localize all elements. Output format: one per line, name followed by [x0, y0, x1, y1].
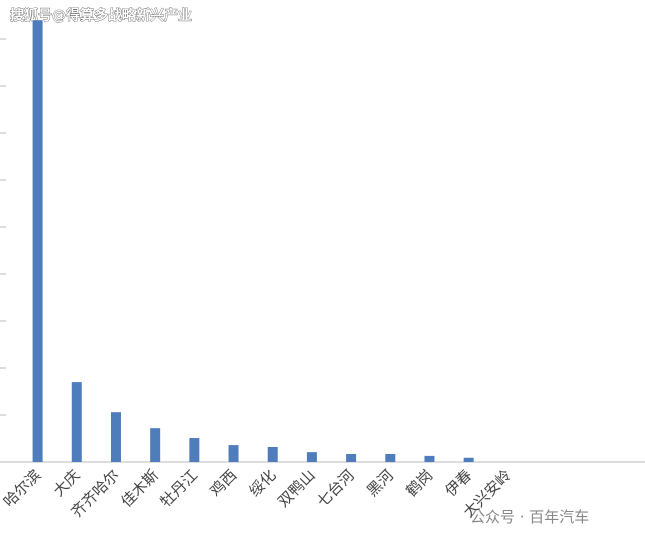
bar	[150, 428, 161, 462]
bar	[32, 20, 43, 462]
watermark: 搜狐号@得算多战略新兴产业	[10, 7, 192, 24]
x-tick-label: 黑河	[363, 466, 397, 500]
x-tick-label: 伊春	[442, 466, 476, 500]
bar	[71, 382, 82, 462]
watermark: 公众号 · 百年汽车	[470, 508, 589, 526]
x-tick-label: 绥化	[246, 466, 280, 500]
x-tick-label: 鸡西	[206, 466, 240, 500]
bar	[228, 445, 239, 462]
x-tick-label: 佳木斯	[117, 466, 162, 511]
x-tick-label: 哈尔滨	[0, 466, 44, 511]
x-tick-label: 牡丹江	[157, 466, 202, 511]
bar	[463, 457, 474, 462]
bar	[385, 454, 396, 462]
bar	[267, 446, 278, 462]
bar	[110, 412, 121, 462]
bar	[189, 438, 200, 462]
bar	[424, 455, 435, 462]
x-tick-label: 鹤岗	[402, 466, 436, 500]
x-tick-label: 双鸭山	[274, 466, 319, 511]
bar	[306, 452, 317, 462]
bar	[346, 454, 357, 462]
x-tick-label: 大庆	[50, 466, 84, 500]
x-tick-label: 七台河	[313, 466, 358, 511]
